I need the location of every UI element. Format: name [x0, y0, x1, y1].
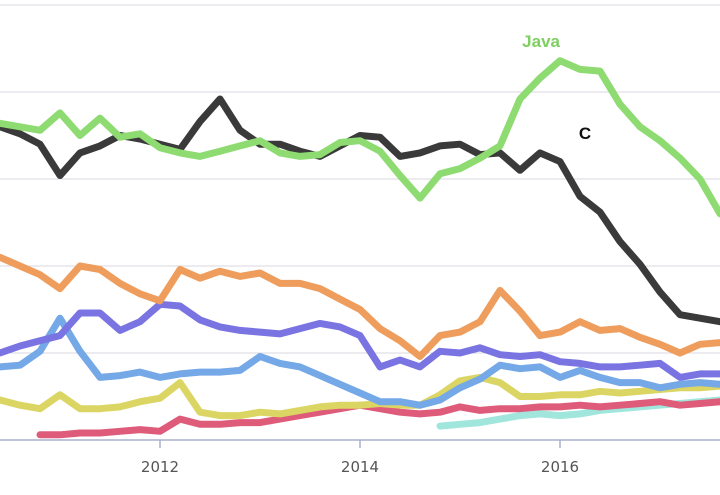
series-line-orange-series [0, 253, 720, 360]
series-lines [0, 57, 720, 439]
series-line-blue-series [0, 314, 720, 409]
series-label-c: C [579, 124, 591, 143]
series-label-java: Java [522, 32, 560, 51]
x-tick-label: 2014 [341, 458, 379, 476]
series-labels: Java C [522, 32, 591, 143]
series-line-red-series [36, 398, 720, 439]
x-axis: 2012 2014 2016 [0, 439, 720, 476]
x-tick-label: 2016 [541, 458, 579, 476]
x-tick-label: 2012 [141, 458, 179, 476]
gridlines [0, 4, 720, 354]
series-line-java [0, 57, 720, 218]
series-line-yellow-series [0, 373, 720, 420]
series-line-c [0, 95, 720, 326]
series-line-purple-series [0, 300, 720, 381]
